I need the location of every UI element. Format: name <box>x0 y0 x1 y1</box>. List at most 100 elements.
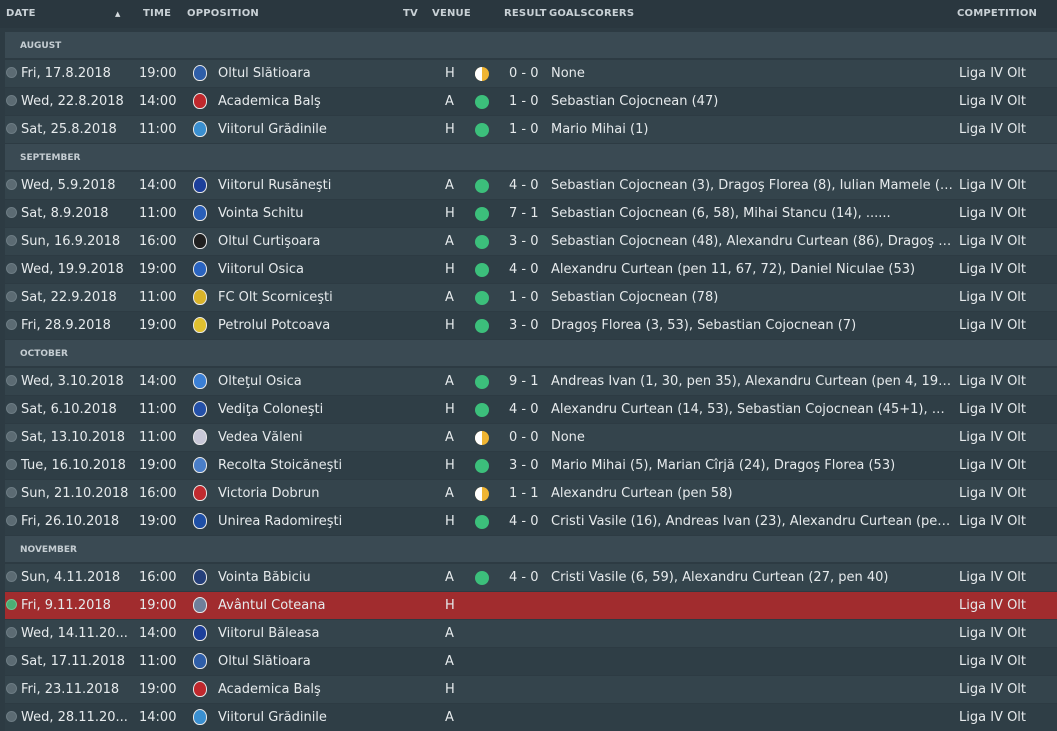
column-header-date[interactable]: DATE <box>6 8 36 19</box>
club-crest-icon[interactable] <box>193 569 207 585</box>
fixture-result[interactable]: 0 - 0 <box>509 66 539 81</box>
column-header-result[interactable]: RESULT <box>504 8 547 19</box>
competition-name[interactable]: Liga IV Olt <box>959 374 1027 389</box>
club-crest-icon[interactable] <box>193 457 207 473</box>
competition-name[interactable]: Liga IV Olt <box>959 710 1027 725</box>
opposition-name[interactable]: Unirea Radomireşti <box>218 514 343 529</box>
club-crest-icon[interactable] <box>193 121 207 137</box>
fixture-result[interactable]: 4 - 0 <box>509 514 539 529</box>
fixture-row[interactable]: Sat, 13.10.2018 11:00 Vedea Văleni A 0 - 0 No… <box>5 424 1057 451</box>
club-crest-icon[interactable] <box>193 65 207 81</box>
fixture-row[interactable]: Wed, 3.10.2018 14:00 Olteţul Osica A 9 - 1 An… <box>5 368 1057 395</box>
opposition-name[interactable]: Viitorul Grădinile <box>218 122 327 137</box>
club-crest-icon[interactable] <box>193 597 207 613</box>
competition-name[interactable]: Liga IV Olt <box>959 318 1027 333</box>
competition-name[interactable]: Liga IV Olt <box>959 598 1027 613</box>
club-crest-icon[interactable] <box>193 681 207 697</box>
opposition-name[interactable]: Victoria Dobrun <box>218 486 320 501</box>
fixture-result[interactable]: 4 - 0 <box>509 178 539 193</box>
opposition-name[interactable]: Oltul Slătioara <box>218 66 311 81</box>
fixture-result[interactable]: 4 - 0 <box>509 570 539 585</box>
fixture-row[interactable]: Sat, 17.11.2018 11:00 Oltul Slătioara A Liga… <box>5 648 1057 675</box>
column-header-time[interactable]: TIME <box>143 8 172 19</box>
fixture-result[interactable]: 3 - 0 <box>509 458 539 473</box>
competition-name[interactable]: Liga IV Olt <box>959 682 1027 697</box>
opposition-name[interactable]: Vointa Băbiciu <box>218 570 311 585</box>
fixture-result[interactable]: 9 - 1 <box>509 374 539 389</box>
fixture-row[interactable]: Fri, 26.10.2018 19:00 Unirea Radomireşti H 4… <box>5 508 1057 535</box>
opposition-name[interactable]: Viitorul Grădinile <box>218 710 327 725</box>
opposition-name[interactable]: Olteţul Osica <box>218 374 302 389</box>
fixture-row[interactable]: Sat, 22.9.2018 11:00 FC Olt Scorniceşti A 1 … <box>5 284 1057 311</box>
competition-name[interactable]: Liga IV Olt <box>959 234 1027 249</box>
club-crest-icon[interactable] <box>193 317 207 333</box>
fixture-row[interactable]: Fri, 28.9.2018 19:00 Petrolul Potcoava H 3 -… <box>5 312 1057 339</box>
competition-name[interactable]: Liga IV Olt <box>959 430 1027 445</box>
fixture-row[interactable]: Sun, 4.11.2018 16:00 Vointa Băbiciu A 4 - 0 C… <box>5 564 1057 591</box>
fixture-row[interactable]: Wed, 5.9.2018 14:00 Viitorul Rusăneşti A 4 -… <box>5 172 1057 199</box>
competition-name[interactable]: Liga IV Olt <box>959 486 1027 501</box>
fixture-row[interactable]: Sun, 16.9.2018 16:00 Oltul Curtişoara A 3 - … <box>5 228 1057 255</box>
opposition-name[interactable]: Recolta Stoicăneşti <box>218 458 343 473</box>
competition-name[interactable]: Liga IV Olt <box>959 122 1027 137</box>
competition-name[interactable]: Liga IV Olt <box>959 178 1027 193</box>
competition-name[interactable]: Liga IV Olt <box>959 290 1027 305</box>
club-crest-icon[interactable] <box>193 177 207 193</box>
club-crest-icon[interactable] <box>193 233 207 249</box>
opposition-name[interactable]: Academica Balş <box>218 94 321 109</box>
fixture-row[interactable]: Wed, 19.9.2018 19:00 Viitorul Osica H 4 - 0 A… <box>5 256 1057 283</box>
fixture-result[interactable]: 4 - 0 <box>509 262 539 277</box>
opposition-name[interactable]: Viitorul Băleasa <box>218 626 320 641</box>
fixture-result[interactable]: 3 - 0 <box>509 234 539 249</box>
column-header-venue[interactable]: VENUE <box>432 8 471 19</box>
club-crest-icon[interactable] <box>193 513 207 529</box>
column-header-tv[interactable]: TV <box>403 8 418 19</box>
fixture-row[interactable]: Fri, 23.11.2018 19:00 Academica Balş H Liga … <box>5 676 1057 703</box>
fixture-row[interactable]: Sat, 8.9.2018 11:00 Vointa Schitu H 7 - 1 Seb… <box>5 200 1057 227</box>
fixture-row[interactable]: Sun, 21.10.2018 16:00 Victoria Dobrun A 1 - … <box>5 480 1057 507</box>
sort-ascending-icon[interactable]: ▲ <box>115 10 121 18</box>
competition-name[interactable]: Liga IV Olt <box>959 402 1027 417</box>
fixture-result[interactable]: 1 - 0 <box>509 290 539 305</box>
fixture-result[interactable]: 0 - 0 <box>509 430 539 445</box>
opposition-name[interactable]: Oltul Slătioara <box>218 654 311 669</box>
competition-name[interactable]: Liga IV Olt <box>959 458 1027 473</box>
club-crest-icon[interactable] <box>193 205 207 221</box>
competition-name[interactable]: Liga IV Olt <box>959 570 1027 585</box>
fixture-result[interactable]: 4 - 0 <box>509 402 539 417</box>
competition-name[interactable]: Liga IV Olt <box>959 514 1027 529</box>
fixture-row[interactable]: Fri, 17.8.2018 19:00 Oltul Slătioara H 0 - 0… <box>5 60 1057 87</box>
fixture-row-selected[interactable]: Fri, 9.11.2018 19:00 Avântul Coteana H Liga … <box>5 592 1057 619</box>
club-crest-icon[interactable] <box>193 93 207 109</box>
opposition-name[interactable]: Vedea Văleni <box>218 430 303 445</box>
opposition-name[interactable]: FC Olt Scorniceşti <box>218 290 333 305</box>
opposition-name[interactable]: Vointa Schitu <box>218 206 304 221</box>
club-crest-icon[interactable] <box>193 429 207 445</box>
club-crest-icon[interactable] <box>193 261 207 277</box>
opposition-name[interactable]: Viitorul Rusăneşti <box>218 178 332 193</box>
fixture-row[interactable]: Wed, 22.8.2018 14:00 Academica Balş A 1 - 0 S… <box>5 88 1057 115</box>
opposition-name[interactable]: Petrolul Potcoava <box>218 318 331 333</box>
column-header-goalscorers[interactable]: GOALSCORERS <box>549 8 635 19</box>
opposition-name[interactable]: Viitorul Osica <box>218 262 304 277</box>
fixture-row[interactable]: Wed, 14.11.20... 14:00 Viitorul Băleasa A Li… <box>5 620 1057 647</box>
club-crest-icon[interactable] <box>193 625 207 641</box>
opposition-name[interactable]: Academica Balş <box>218 682 321 697</box>
competition-name[interactable]: Liga IV Olt <box>959 654 1027 669</box>
opposition-name[interactable]: Avântul Coteana <box>218 598 326 613</box>
fixture-result[interactable]: 7 - 1 <box>509 206 539 221</box>
fixture-row[interactable]: Wed, 28.11.20... 14:00 Viitorul Grădinile A… <box>5 704 1057 731</box>
club-crest-icon[interactable] <box>193 709 207 725</box>
column-header-opposition[interactable]: OPPOSITION <box>187 8 259 19</box>
club-crest-icon[interactable] <box>193 289 207 305</box>
club-crest-icon[interactable] <box>193 373 207 389</box>
competition-name[interactable]: Liga IV Olt <box>959 66 1027 81</box>
opposition-name[interactable]: Vediţa Coloneşti <box>218 402 324 417</box>
fixture-result[interactable]: 3 - 0 <box>509 318 539 333</box>
fixture-row[interactable]: Sat, 6.10.2018 11:00 Vediţa Coloneşti H 4 - … <box>5 396 1057 423</box>
competition-name[interactable]: Liga IV Olt <box>959 94 1027 109</box>
club-crest-icon[interactable] <box>193 485 207 501</box>
fixture-row[interactable]: Tue, 16.10.2018 19:00 Recolta Stoicăneşti H… <box>5 452 1057 479</box>
competition-name[interactable]: Liga IV Olt <box>959 262 1027 277</box>
fixture-result[interactable]: 1 - 0 <box>509 94 539 109</box>
